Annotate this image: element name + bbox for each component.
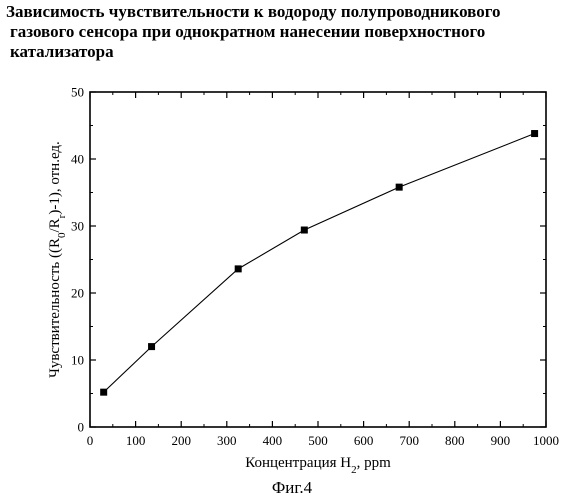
- x-tick-label: 0: [87, 433, 94, 448]
- plot-frame: [90, 92, 546, 427]
- tick-marks: [90, 92, 546, 427]
- x-tick-label: 600: [354, 433, 374, 448]
- data-point: [235, 265, 242, 272]
- y-tick-label: 10: [71, 353, 84, 368]
- y-tick-label: 30: [71, 219, 84, 234]
- x-tick-label: 200: [171, 433, 191, 448]
- y-tick-label: 20: [71, 286, 84, 301]
- x-tick-label: 800: [445, 433, 465, 448]
- series-line: [104, 134, 535, 393]
- x-tick-label: 700: [399, 433, 419, 448]
- data-point: [531, 130, 538, 137]
- x-tick-label: 1000: [533, 433, 559, 448]
- x-tick-label: 400: [263, 433, 283, 448]
- y-tick-label: 0: [78, 420, 85, 435]
- figure-caption: Фиг.4: [0, 478, 584, 498]
- x-tick-label: 500: [308, 433, 328, 448]
- data-point: [301, 227, 308, 234]
- x-tick-labels: 0 100 200 300 400 500 600 700 800 900 1000: [87, 433, 559, 448]
- y-tick-labels: 0 10 20 30 40 50: [71, 85, 84, 435]
- data-point: [148, 343, 155, 350]
- x-tick-label: 900: [491, 433, 511, 448]
- y-axis-label: Чувствительность ((R0/Rr)-1), отн.ед.: [47, 141, 68, 378]
- data-point: [100, 389, 107, 396]
- y-tick-label: 50: [71, 85, 84, 100]
- y-tick-label: 40: [71, 152, 84, 167]
- x-axis-label: Концентрация H2, ppm: [245, 455, 391, 476]
- x-tick-label: 100: [126, 433, 146, 448]
- x-tick-label: 300: [217, 433, 237, 448]
- series-markers: [100, 130, 538, 396]
- data-point: [396, 184, 403, 191]
